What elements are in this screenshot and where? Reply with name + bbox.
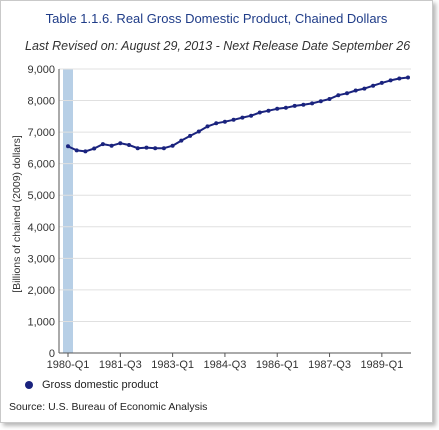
data-point — [66, 144, 70, 149]
axes — [58, 69, 411, 357]
y-tick-label: 7,000 — [27, 127, 55, 139]
data-point — [371, 83, 376, 88]
data-point — [205, 124, 210, 129]
series-gdp — [66, 75, 410, 154]
x-tick-label: 1989-Q1 — [360, 359, 403, 371]
x-tick-labels: 1980-Q1 1981-Q3 1983-Q1 1984-Q3 1986-Q1 1987-… — [47, 359, 404, 371]
data-point — [161, 146, 166, 151]
highlight-band — [63, 69, 73, 353]
x-tick-label: 1984-Q3 — [204, 359, 247, 371]
data-point — [292, 103, 297, 108]
data-point — [231, 117, 236, 122]
data-point — [336, 93, 341, 98]
data-point — [379, 80, 384, 85]
data-point — [257, 110, 262, 115]
x-tick-label: 1980-Q1 — [47, 359, 90, 371]
legend-label-gdp: Gross domestic product — [42, 379, 159, 391]
x-tick-label: 1981-Q3 — [99, 359, 142, 371]
data-point — [388, 78, 393, 83]
legend[interactable]: Gross domestic product — [25, 379, 158, 391]
line-chart: 0 1,000 2,000 3,000 4,000 5,000 6,000 7,000 8,00… — [11, 64, 411, 371]
data-point — [283, 105, 288, 110]
x-tick-label: 1986-Q1 — [256, 359, 299, 371]
chart-subtitle: Last Revised on: August 29, 2013 - Next … — [25, 39, 411, 53]
y-tick-label: 3,000 — [27, 253, 55, 265]
data-point — [301, 102, 306, 107]
x-tick-label: 1983-Q1 — [151, 359, 194, 371]
data-point — [153, 146, 158, 151]
data-point — [74, 148, 79, 153]
y-tick-label: 9,000 — [27, 64, 55, 76]
data-point — [196, 129, 201, 134]
data-point — [353, 88, 358, 93]
chart-panel: Table 1.1.6. Real Gross Domestic Product… — [0, 0, 433, 423]
data-point — [397, 76, 402, 81]
data-point — [214, 121, 219, 126]
data-point — [406, 75, 410, 80]
data-point — [222, 119, 227, 124]
data-point — [170, 143, 175, 148]
y-tick-label: 1,000 — [27, 316, 55, 328]
data-point — [266, 108, 271, 113]
y-tick-labels: 0 1,000 2,000 3,000 4,000 5,000 6,000 7,000 8,00… — [27, 64, 55, 360]
data-point — [135, 146, 140, 151]
data-point — [100, 142, 105, 147]
y-tick-label: 6,000 — [27, 159, 55, 171]
data-point — [275, 106, 280, 111]
data-point — [310, 101, 315, 106]
data-point — [188, 133, 193, 138]
y-tick-label: 2,000 — [27, 285, 55, 297]
data-point — [179, 138, 184, 143]
data-point — [127, 143, 131, 147]
data-point — [144, 145, 149, 150]
series-line-gdp — [67, 76, 409, 153]
data-point — [327, 97, 332, 101]
data-point — [109, 143, 114, 148]
data-point — [92, 146, 97, 151]
y-tick-label: 5,000 — [27, 190, 55, 202]
data-point — [83, 149, 88, 154]
data-point — [240, 115, 245, 120]
data-point — [118, 141, 123, 146]
chart-title: Table 1.1.6. Real Gross Domestic Product… — [45, 11, 388, 26]
data-point — [249, 113, 254, 118]
y-axis-label: [Billions of chained (2009) dollars] — [11, 135, 23, 293]
data-point — [345, 91, 349, 96]
source-note: Source: U.S. Bureau of Economic Analysis — [9, 401, 208, 413]
legend-marker-gdp — [25, 381, 33, 389]
y-tick-label: 4,000 — [27, 222, 55, 234]
data-point — [318, 99, 323, 104]
y-tick-label: 0 — [49, 348, 55, 360]
data-point — [362, 86, 367, 91]
y-tick-label: 8,000 — [27, 96, 55, 108]
grid-lines — [59, 68, 411, 353]
x-tick-label: 1987-Q3 — [308, 359, 351, 371]
